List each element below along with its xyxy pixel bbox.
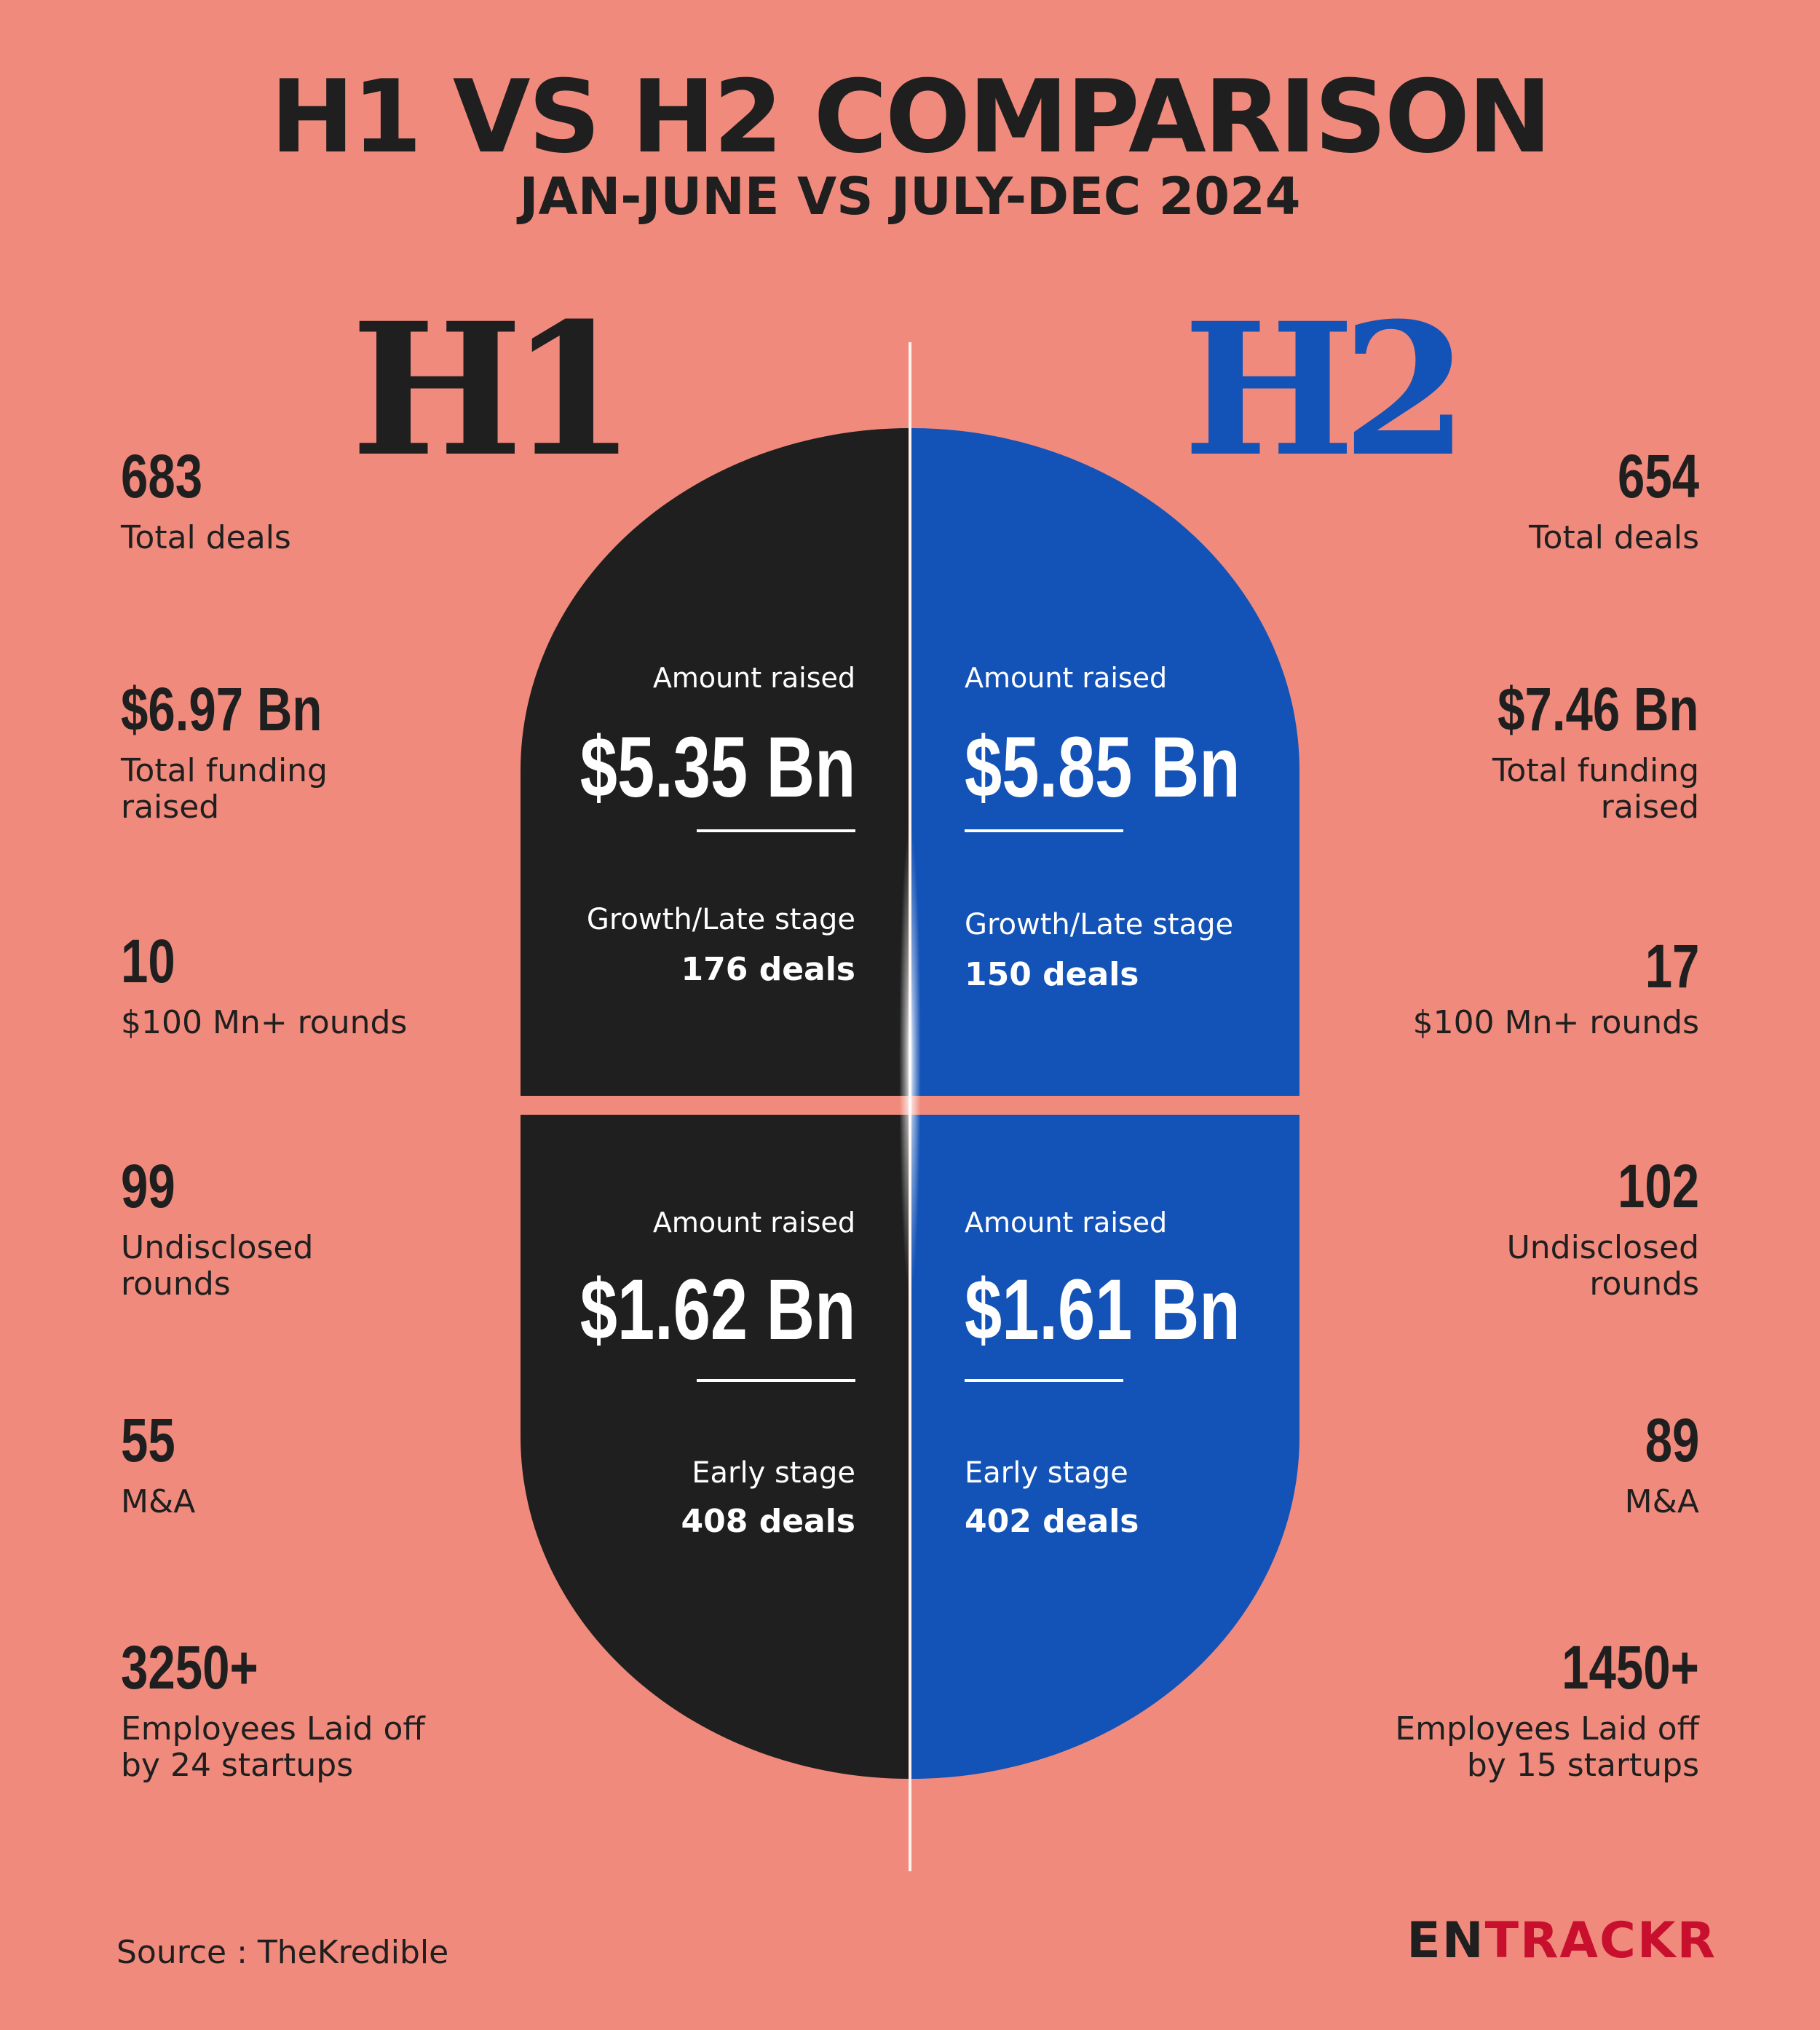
h2-stat-value: 89 (1645, 1406, 1699, 1474)
h2-stat-label: raised (1600, 789, 1699, 826)
page-subtitle: JAN-JUNE VS JULY-DEC 2024 (519, 167, 1301, 226)
h1-stat-label: rounds (121, 1265, 231, 1303)
h1-stat-label: Undisclosed (121, 1229, 314, 1266)
h2-stat-value: 1450+ (1562, 1633, 1699, 1702)
h2-stat-label: rounds (1589, 1265, 1699, 1303)
h1-early-amount: $1.62 Bn (579, 1262, 855, 1358)
h1-growth-amount: $5.35 Bn (579, 719, 855, 815)
h2-stat-label: M&A (1624, 1483, 1699, 1520)
h1-growth-stage: Growth/Late stage (586, 903, 855, 936)
logo-part-trackr: TRACKR (1484, 1912, 1717, 1970)
h1-stat-label: Employees Laid off (121, 1710, 425, 1747)
h2-growth-rule (965, 829, 1123, 832)
h2-stat-label: $100 Mn+ rounds (1412, 1004, 1699, 1041)
logo-part-en: EN (1406, 1912, 1485, 1970)
h2-early-amount: $1.61 Bn (965, 1262, 1241, 1358)
source-note: Source : TheKredible (116, 1934, 449, 1971)
h1-stat-label: raised (121, 789, 220, 826)
h2-stat-label: Undisclosed (1506, 1229, 1699, 1266)
h2-stat-label: Total funding (1492, 752, 1699, 789)
h2-growth-amount-label: Amount raised (965, 662, 1168, 694)
h2-stat-value: 654 (1617, 442, 1699, 510)
h2-stat-value: $7.46 Bn (1497, 675, 1699, 743)
h1-early-amount-label: Amount raised (652, 1206, 855, 1239)
h2-stat-value: 17 (1645, 932, 1699, 1000)
h1-stat-label: by 24 startups (121, 1747, 354, 1784)
h1-stat-value: 55 (121, 1406, 175, 1474)
h2-growth-stage: Growth/Late stage (965, 908, 1234, 941)
page-title: H1 VS H2 COMPARISON (270, 58, 1551, 175)
h1-stat-value: 99 (121, 1152, 175, 1220)
h2-early-stage: Early stage (965, 1456, 1128, 1490)
h2-growth-amount: $5.85 Bn (965, 719, 1241, 815)
h1-growth-amount-label: Amount raised (652, 662, 855, 694)
h1-stat-value: $6.97 Bn (121, 675, 323, 743)
h1-stat-label: $100 Mn+ rounds (121, 1004, 408, 1041)
h1-growth-deals: 176 deals (681, 951, 855, 988)
h1-stat-value: 10 (121, 927, 175, 995)
center-glow (899, 823, 921, 1296)
h1-stat-value: 3250+ (121, 1633, 258, 1702)
h2-stat-label: Total deals (1529, 519, 1699, 556)
h2-stat-label: Employees Laid off (1395, 1710, 1699, 1747)
h1-stat-value: 683 (121, 442, 203, 510)
h1-heading: H1 (351, 283, 636, 497)
h2-stat-value: 102 (1617, 1152, 1699, 1220)
h1-stat-label: Total deals (121, 519, 291, 556)
h1-early-rule (697, 1379, 855, 1382)
entrackr-logo: ENTRACKR (1406, 1916, 1717, 1966)
h1-stat-label: M&A (121, 1483, 196, 1520)
h2-stat-label: by 15 startups (1466, 1747, 1699, 1784)
h1-stat-label: Total funding (121, 752, 328, 789)
h1-growth-rule (697, 829, 855, 832)
h2-early-rule (965, 1379, 1123, 1382)
h2-growth-deals: 150 deals (965, 956, 1139, 993)
h1-early-deals: 408 deals (681, 1503, 855, 1540)
h1-early-stage: Early stage (692, 1456, 855, 1490)
h2-heading: H2 (1183, 283, 1468, 497)
h2-early-deals: 402 deals (965, 1503, 1139, 1540)
h2-early-amount-label: Amount raised (965, 1206, 1168, 1239)
